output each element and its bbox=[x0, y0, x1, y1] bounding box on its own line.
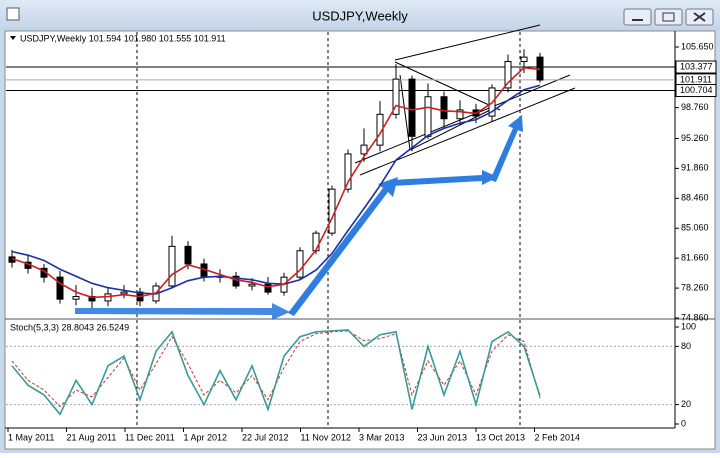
date-label: 11 Nov 2012 bbox=[301, 432, 351, 442]
date-label: 23 Jun 2013 bbox=[418, 432, 468, 442]
date-label: 1 Apr 2012 bbox=[184, 432, 228, 442]
price-label: 91.860 bbox=[681, 163, 709, 173]
window-buttons[interactable] bbox=[623, 8, 714, 26]
candle-body bbox=[56, 276, 64, 300]
ma-fast-line bbox=[11, 66, 541, 299]
stoch-label: 100 bbox=[681, 321, 696, 331]
candle-body bbox=[88, 296, 96, 302]
price-label: 98.760 bbox=[681, 102, 709, 112]
candle-body bbox=[504, 61, 512, 89]
price-level-label: 100.704 bbox=[680, 85, 713, 95]
date-label: 1 May 2011 bbox=[8, 432, 54, 442]
maximize-button[interactable] bbox=[654, 8, 683, 26]
price-level-label: 103.377 bbox=[680, 61, 713, 71]
candle-body bbox=[392, 78, 400, 115]
app-icon bbox=[6, 7, 20, 21]
price-label: 81.660 bbox=[681, 253, 709, 263]
window-title: USDJPY,Weekly bbox=[312, 8, 408, 23]
candle-body bbox=[168, 245, 176, 287]
candle-body bbox=[360, 144, 368, 155]
price-label: 105.650 bbox=[681, 41, 714, 51]
candle-body bbox=[328, 188, 336, 234]
price-label: 85.060 bbox=[681, 223, 709, 233]
date-label: 3 Mar 2013 bbox=[359, 432, 405, 442]
date-label: 22 Jul 2012 bbox=[242, 432, 289, 442]
date-label: 2 Feb 2014 bbox=[535, 432, 581, 442]
minimize-button[interactable] bbox=[623, 8, 652, 26]
candle-body bbox=[440, 96, 448, 120]
candle-body bbox=[232, 275, 240, 287]
header-marker bbox=[10, 36, 16, 40]
candle-body bbox=[184, 245, 192, 265]
candle-body bbox=[456, 109, 464, 120]
price-level-label: 101.911 bbox=[680, 74, 712, 84]
price-level-box bbox=[675, 60, 717, 74]
candle-body bbox=[408, 78, 416, 137]
candle-body bbox=[424, 96, 432, 137]
stoch-label: 80 bbox=[681, 341, 691, 351]
ma-slow-line bbox=[11, 84, 541, 295]
candle-body bbox=[72, 296, 80, 300]
stoch-label: 20 bbox=[681, 399, 691, 409]
candle-body bbox=[264, 283, 272, 293]
date-label: 11 Dec 2011 bbox=[125, 432, 175, 442]
chart-header: USDJPY,Weekly 101.594 101.980 101.555 10… bbox=[20, 33, 226, 43]
price-label: 74.860 bbox=[681, 312, 709, 322]
candle-body bbox=[296, 250, 304, 278]
price-label: 95.260 bbox=[681, 133, 709, 143]
title-bar bbox=[0, 0, 720, 30]
price-label: 78.260 bbox=[681, 282, 709, 292]
candle-body bbox=[120, 291, 128, 295]
stoch-main-line bbox=[11, 329, 541, 416]
arrows bbox=[75, 115, 523, 320]
price-level-box bbox=[675, 84, 717, 98]
candle-body bbox=[248, 283, 256, 287]
candle-body bbox=[344, 153, 352, 190]
stoch-label: 0 bbox=[681, 418, 686, 428]
price-label: 88.460 bbox=[681, 193, 709, 203]
stoch-header: Stoch(5,3,3) 28.8043 26.5249 bbox=[10, 322, 129, 332]
candle-body bbox=[520, 56, 528, 63]
date-label: 21 Aug 2011 bbox=[67, 432, 117, 442]
date-label: 13 Oct 2013 bbox=[476, 432, 525, 442]
vertical-separators bbox=[136, 32, 521, 428]
chart-area bbox=[4, 30, 716, 450]
